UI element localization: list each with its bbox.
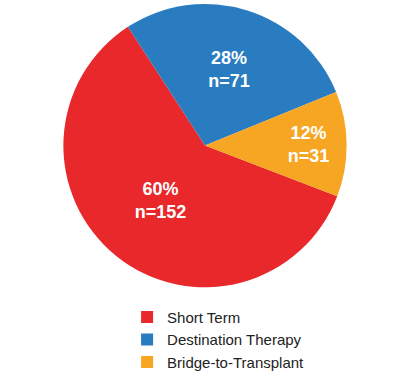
svg-text:28%n=71: 28%n=71: [208, 48, 250, 91]
svg-text:Short Term: Short Term: [167, 309, 240, 326]
svg-text:12%n=31: 12%n=31: [288, 123, 330, 166]
svg-text:Destination Therapy: Destination Therapy: [167, 331, 301, 348]
svg-text:Bridge-to-Transplant: Bridge-to-Transplant: [167, 354, 304, 371]
svg-text:60%n=152: 60%n=152: [135, 179, 187, 222]
